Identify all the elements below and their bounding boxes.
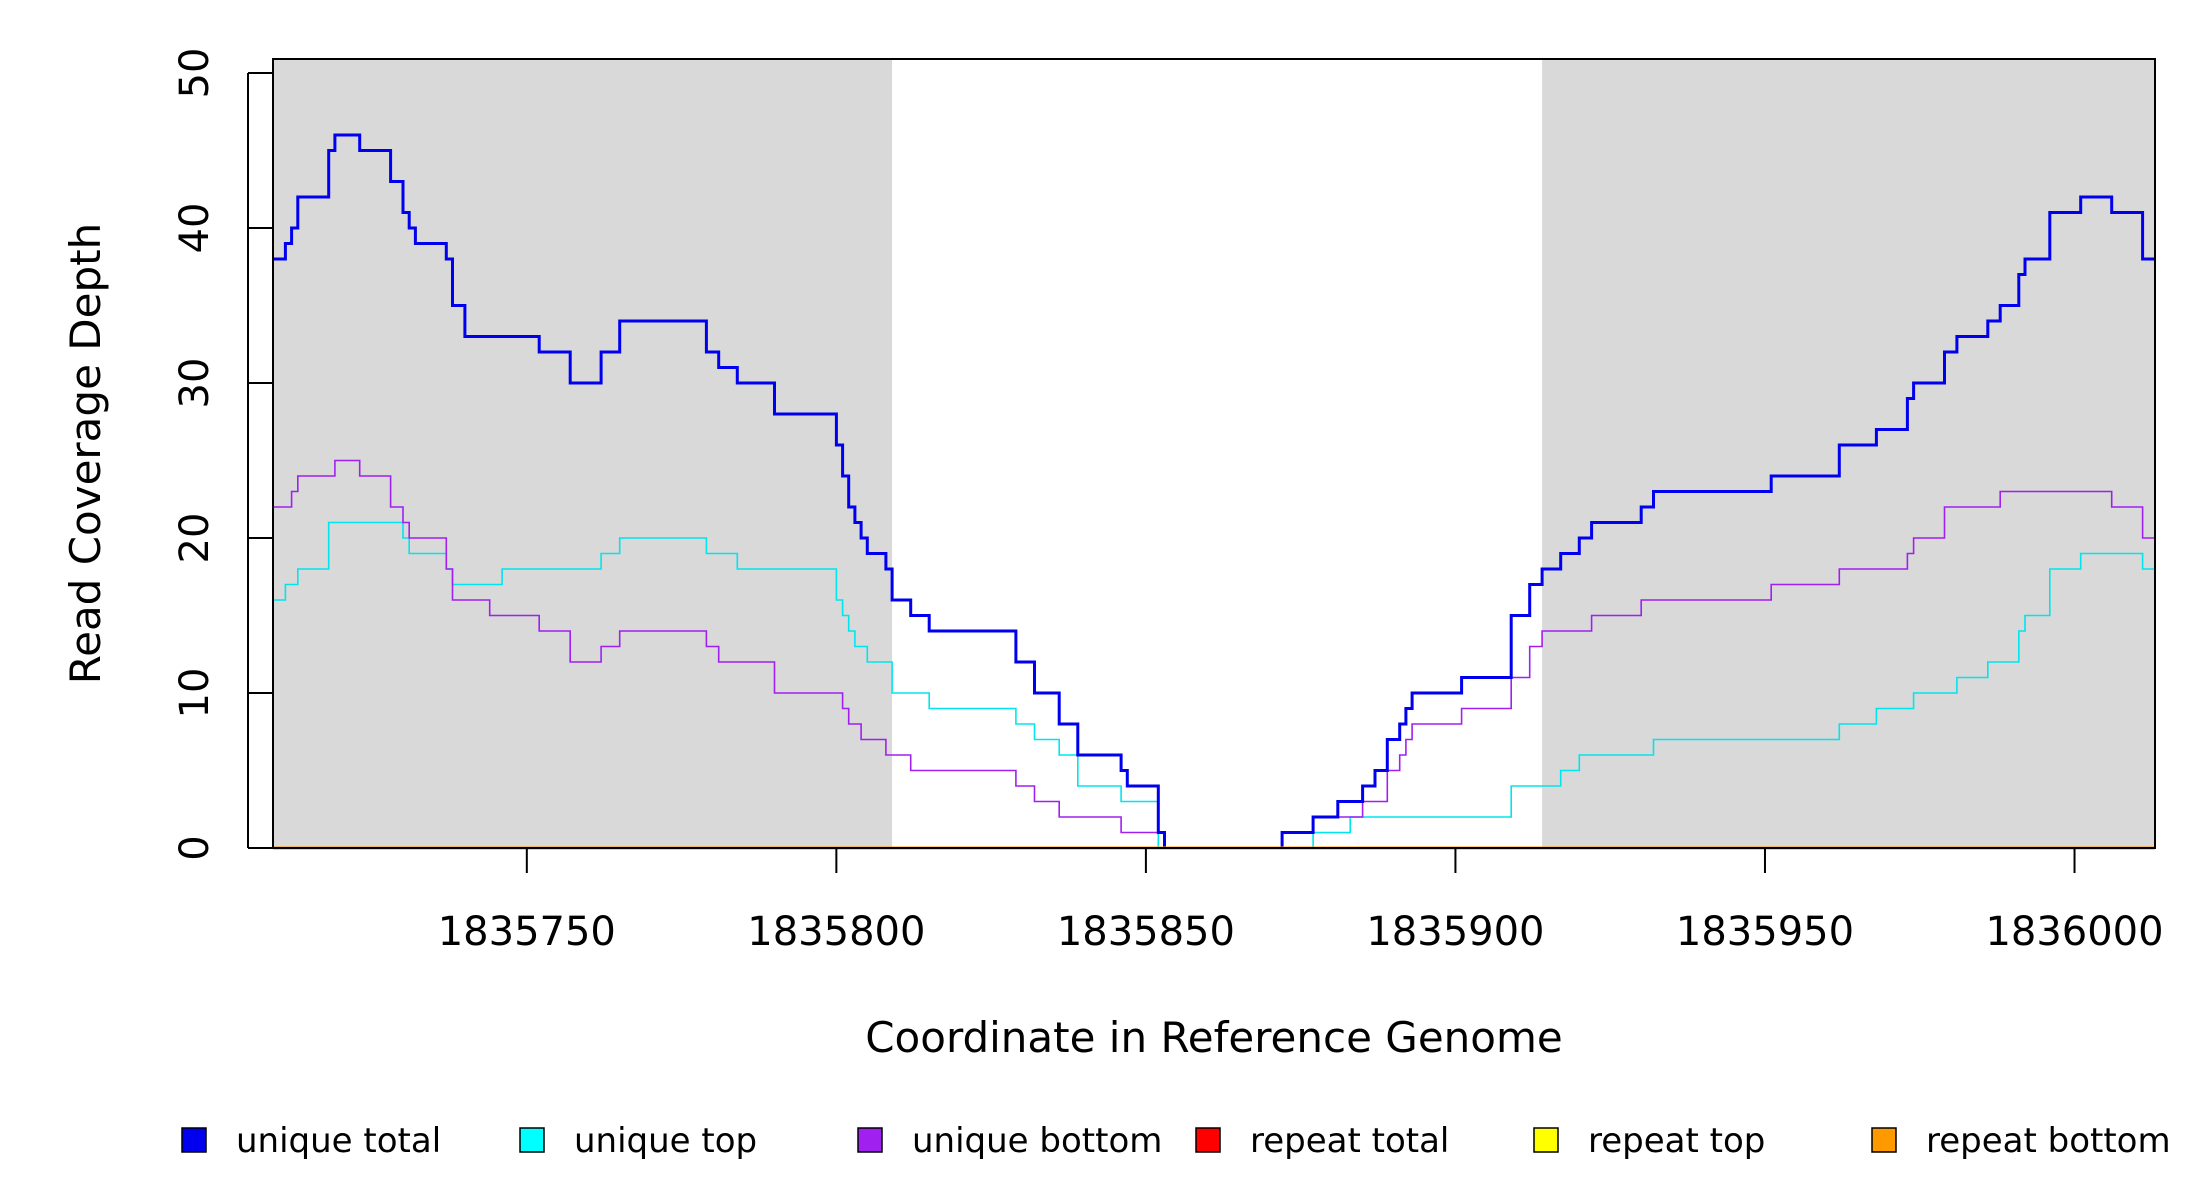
shaded-region-2 (1542, 59, 2155, 848)
legend-swatch (181, 1127, 207, 1153)
legend-swatch (857, 1127, 883, 1153)
shaded-region-1 (273, 59, 893, 848)
legend-label: unique total (236, 1121, 441, 1161)
legend-label: repeat top (1588, 1121, 1765, 1161)
y-axis-title: Read Coverage Depth (61, 223, 110, 684)
legend-item: unique top (519, 1121, 757, 1161)
legend-item: unique bottom (857, 1121, 1162, 1161)
y-tick-label: 30 (172, 358, 218, 409)
legend-item: repeat top (1533, 1121, 1765, 1161)
x-tick-label: 1835850 (1057, 909, 1235, 955)
legend-label: repeat bottom (1926, 1121, 2171, 1161)
legend: unique total unique top unique bottom repea… (181, 1121, 2171, 1161)
shaded-regions (273, 59, 2155, 848)
legend-swatch (1871, 1127, 1897, 1153)
series-line-unique-bottom (273, 459, 2155, 849)
legend-item: repeat bottom (1871, 1121, 2171, 1161)
legend-item: repeat total (1195, 1121, 1449, 1161)
legend-label: unique top (574, 1121, 757, 1161)
y-tick-label: 50 (172, 48, 218, 99)
y-tick-label: 20 (172, 513, 218, 564)
legend-item: unique total (181, 1121, 441, 1161)
legend-label: unique bottom (912, 1121, 1162, 1161)
x-axis-title: Coordinate in Reference Genome (865, 1013, 1563, 1062)
y-tick-label: 0 (172, 835, 218, 860)
legend-label: repeat total (1250, 1121, 1449, 1161)
y-axis: 0 10 20 30 40 50 (172, 48, 273, 861)
legend-swatch (519, 1127, 545, 1153)
plot-frame (272, 58, 2156, 849)
x-tick-label: 1835900 (1366, 909, 1544, 955)
legend-swatch (1195, 1127, 1221, 1153)
y-tick-label: 10 (172, 668, 218, 719)
x-tick-label: 1835800 (747, 909, 925, 955)
x-tick-label: 1836000 (1985, 909, 2163, 955)
legend-swatch (1533, 1127, 1559, 1153)
y-tick-label: 40 (172, 203, 218, 254)
x-tick-label: 1835750 (438, 909, 616, 955)
x-axis: 1835750 1835800 1835850 1835900 1835950 18360… (438, 848, 2164, 955)
x-tick-label: 1835950 (1676, 909, 1854, 955)
series-line-unique-total (273, 133, 2155, 850)
